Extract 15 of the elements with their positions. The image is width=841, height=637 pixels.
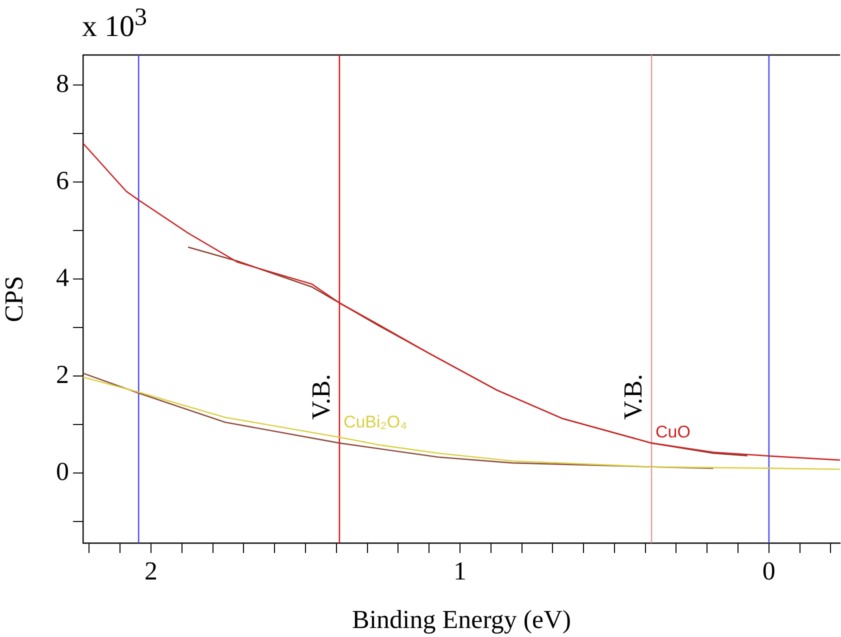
series-label: CuBi₂O₄ (343, 412, 408, 432)
y-tick-label: 2 (56, 360, 69, 389)
y-tick-label: 0 (56, 456, 69, 486)
x-tick-label: 2 (144, 556, 158, 586)
y-tick-label: 6 (56, 166, 69, 195)
ref-line-label: V.B. (306, 374, 336, 420)
x-axis-title: Binding Energy (eV) (352, 605, 572, 634)
ref-line-label: V.B. (618, 374, 648, 420)
series-label: CuO (656, 422, 690, 442)
x-tick-label: 0 (762, 556, 776, 586)
y-tick-label: 8 (56, 68, 69, 98)
y-tick-label: 4 (56, 262, 69, 292)
y-axis-title: CPS (0, 276, 28, 322)
text: x 10$^{3}$ (82, 4, 147, 44)
x-tick-label: 1 (453, 556, 466, 586)
